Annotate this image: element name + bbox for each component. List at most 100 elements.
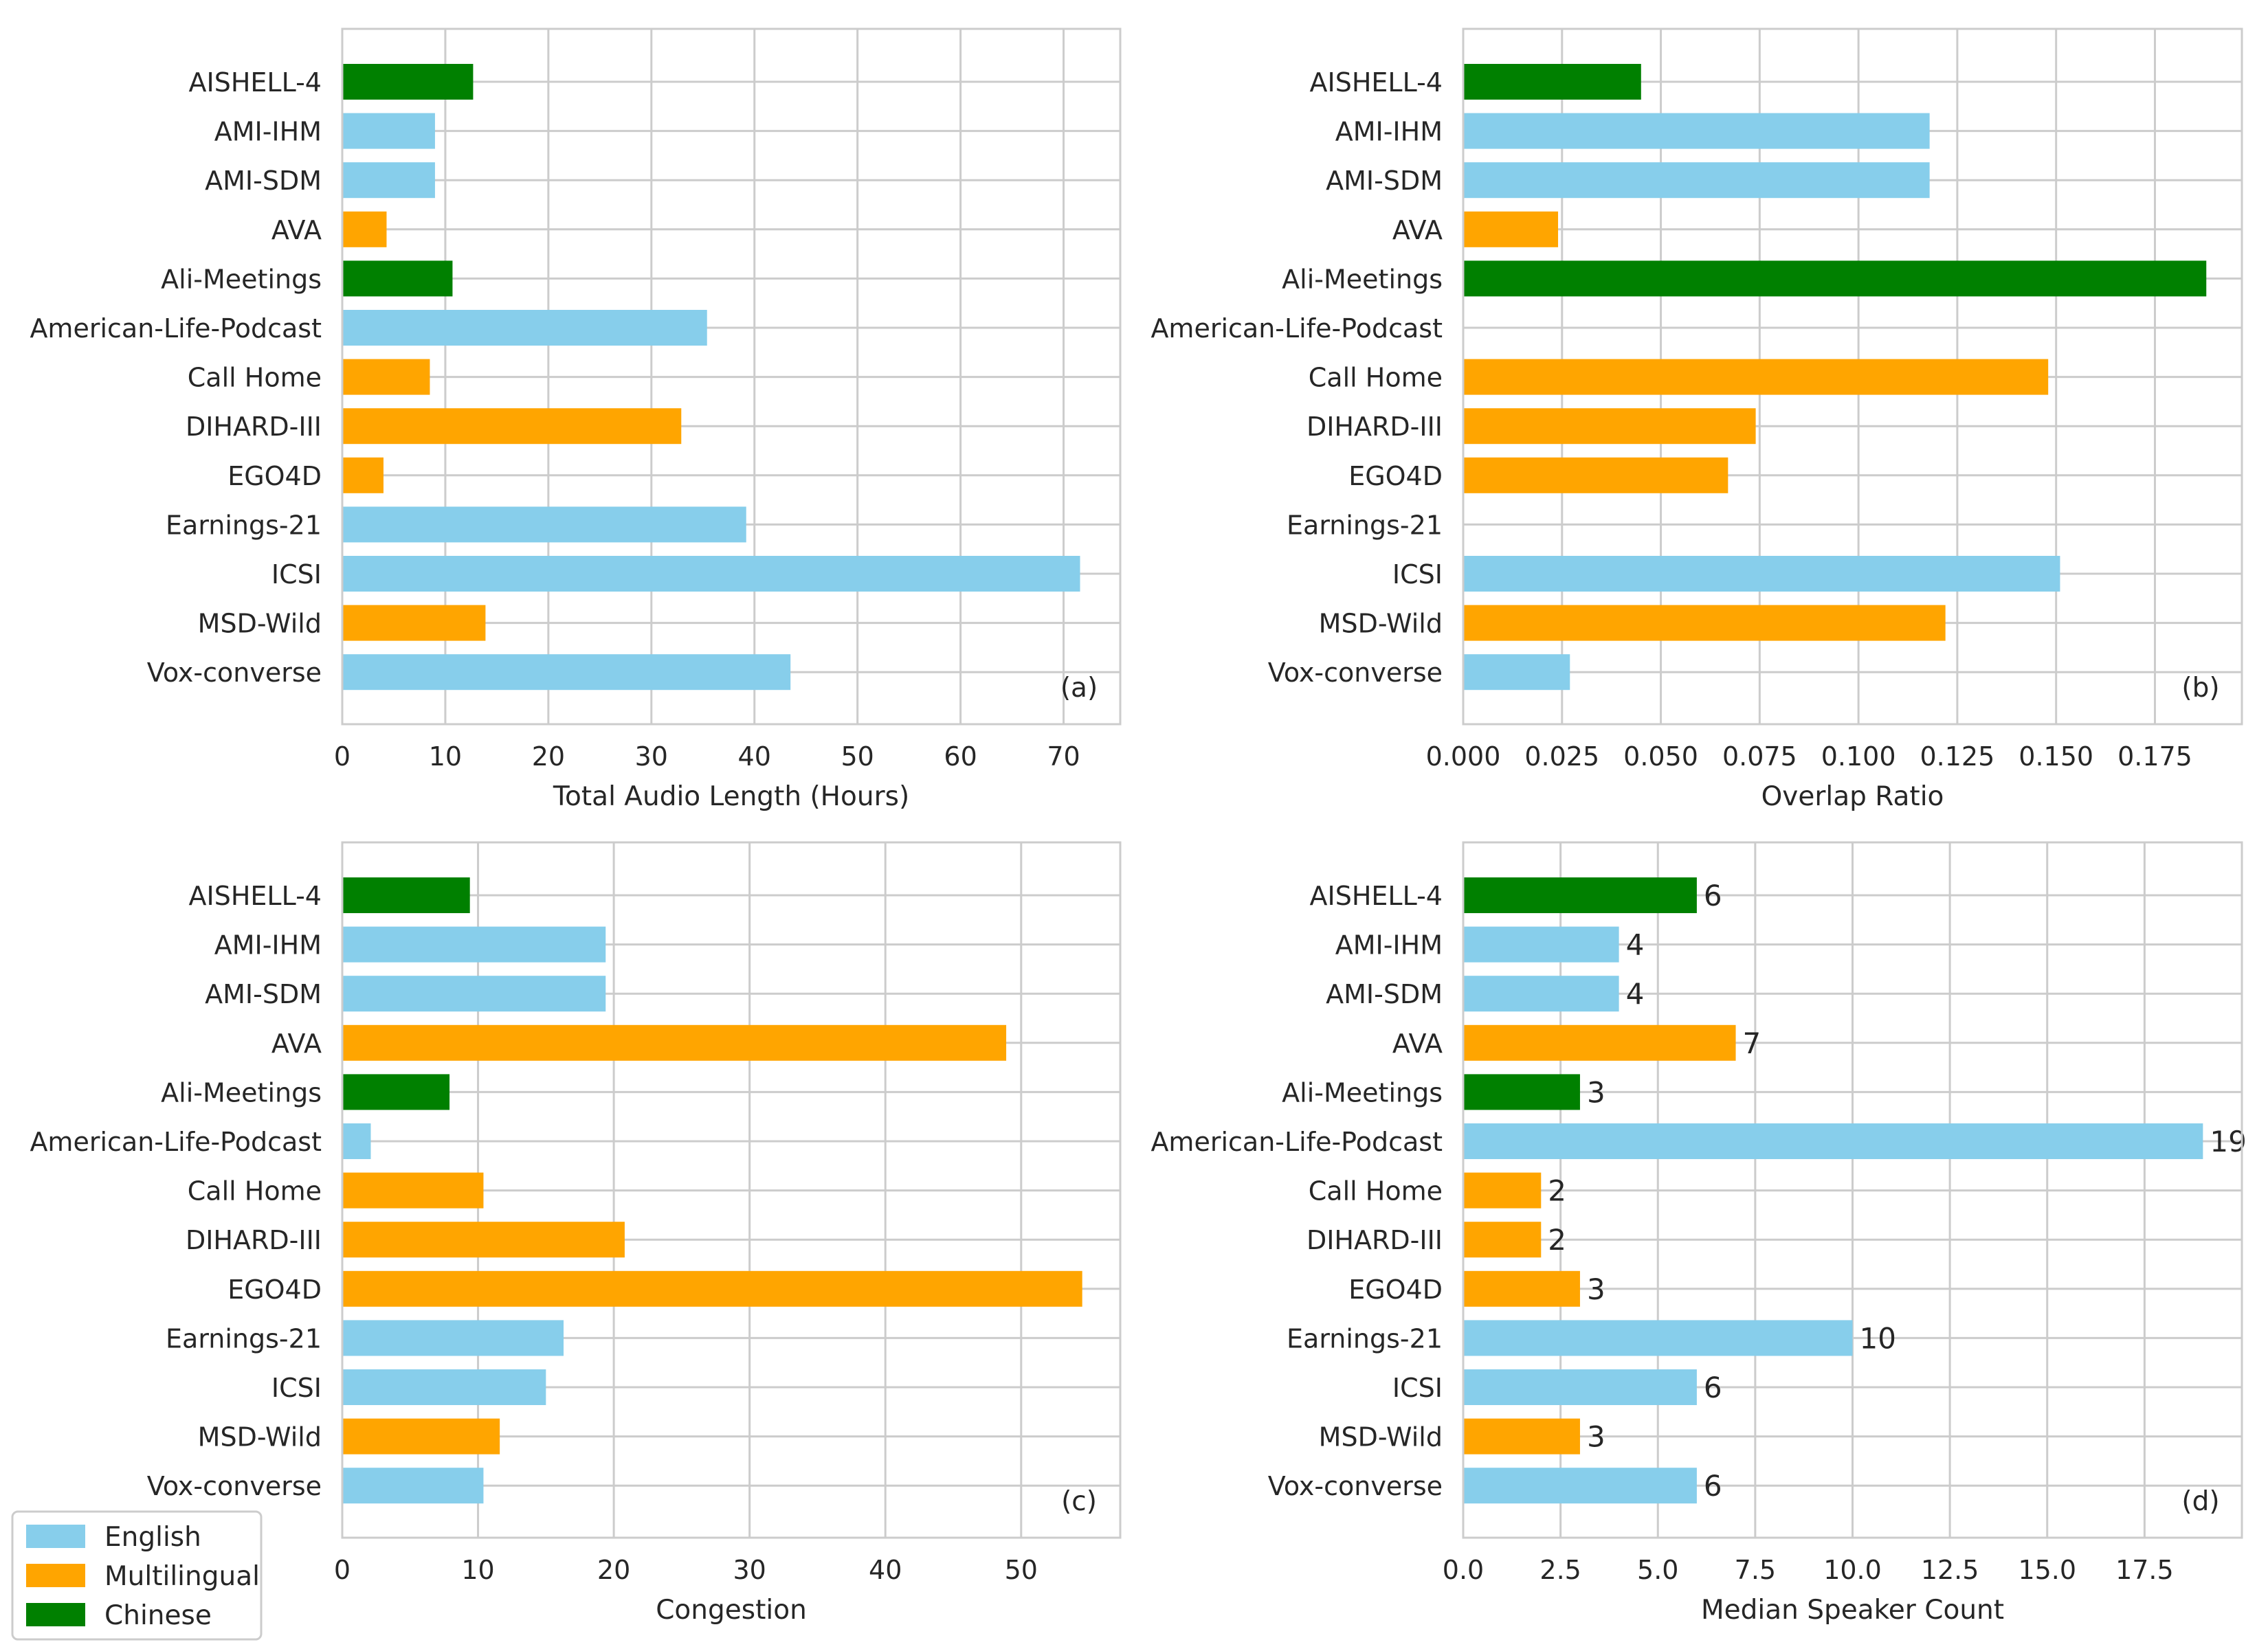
- panel-b: AISHELL-4 AMI-IHM AMI-SDM AVA Ali-Meetings Am…: [1150, 27, 2243, 812]
- value-label: 2: [1548, 1223, 1566, 1257]
- x-tick-label: 0: [334, 741, 351, 772]
- x-tick-label: 50: [1005, 1555, 1038, 1585]
- value-label: 6: [1704, 1469, 1722, 1503]
- x-tick-label: 15.0: [2018, 1555, 2076, 1585]
- y-tick-label: AVA: [271, 1029, 322, 1059]
- bar-dihard-iii: [342, 1222, 625, 1258]
- bar-dihard-iii: [342, 408, 682, 445]
- x-axis-label: Total Audio Length (Hours): [553, 781, 909, 812]
- y-tick-label: Earnings-21: [166, 510, 322, 540]
- y-tick-label: MSD-Wild: [1319, 609, 1443, 639]
- x-tick-label: 40: [869, 1555, 902, 1585]
- bar-earnings-21: [1463, 1320, 1853, 1356]
- bar-ami-ihm: [1463, 113, 1930, 149]
- x-tick-label: 10: [461, 1555, 494, 1585]
- y-tick-label: Vox-converse: [1268, 1471, 1443, 1501]
- legend-label-english: English: [104, 1522, 201, 1553]
- bar-ami-sdm: [1463, 162, 1930, 199]
- bar-ami-sdm: [342, 162, 435, 199]
- bar-msd-wild: [1463, 1418, 1580, 1455]
- y-tick-label: EGO4D: [1348, 461, 1443, 491]
- x-tick-label: 0.050: [1623, 741, 1698, 772]
- x-tick-label: 30: [635, 741, 668, 772]
- legend-swatch-multilingual: [26, 1564, 85, 1587]
- y-tick-label: AVA: [1392, 215, 1443, 245]
- value-label: 3: [1587, 1075, 1605, 1109]
- bar-vox-converse: [1463, 1468, 1697, 1504]
- bar-ava: [1463, 211, 1559, 247]
- bar-american-life-podcast: [1463, 1123, 2203, 1159]
- bar-aishell-4: [342, 877, 470, 913]
- x-tick-label: 0.075: [1722, 741, 1797, 772]
- y-tick-label: Call Home: [1309, 363, 1443, 393]
- y-tick-label: AMI-IHM: [214, 930, 322, 961]
- bar-ami-sdm: [1463, 976, 1619, 1012]
- legend-swatch-chinese: [26, 1603, 85, 1626]
- x-tick-label: 0.025: [1524, 741, 1599, 772]
- x-tick-label: 7.5: [1735, 1555, 1776, 1585]
- bar-ego4d: [342, 1270, 1082, 1307]
- bar-vox-converse: [1463, 654, 1570, 691]
- y-tick-label: ICSI: [1392, 559, 1443, 590]
- y-tick-label: Earnings-21: [166, 1323, 322, 1354]
- bar-vox-converse: [342, 654, 791, 691]
- y-tick-label: Ali-Meetings: [1282, 1077, 1443, 1108]
- value-label: 19: [2210, 1125, 2246, 1158]
- y-tick-label: ICSI: [271, 559, 322, 590]
- bar-icsi: [1463, 556, 2060, 592]
- y-tick-label: AMI-IHM: [1335, 930, 1443, 961]
- plot-frame: [1462, 27, 2243, 726]
- y-tick-label: MSD-Wild: [198, 1422, 322, 1452]
- panel-a: AISHELL-4 AMI-IHM AMI-SDM AVA Ali-Meetings Am…: [30, 27, 1122, 812]
- x-tick-label: 0.000: [1426, 741, 1501, 772]
- bar-call-home: [342, 1172, 484, 1209]
- bar-ava: [342, 211, 387, 247]
- bar-dihard-iii: [1463, 1222, 1542, 1258]
- bar-icsi: [342, 556, 1080, 592]
- y-tick-label: AMI-SDM: [1326, 979, 1443, 1009]
- bar-ali-meetings: [1463, 1074, 1580, 1110]
- y-tick-label: EGO4D: [227, 461, 322, 491]
- bar-aishell-4: [1463, 877, 1697, 913]
- bar-dihard-iii: [1463, 408, 1756, 445]
- x-tick-label: 30: [733, 1555, 766, 1585]
- y-tick-label: AMI-SDM: [205, 979, 322, 1009]
- panel-label: (b): [2181, 673, 2219, 704]
- value-label: 3: [1587, 1420, 1605, 1454]
- y-tick-label: Call Home: [188, 363, 322, 393]
- x-tick-label: 10.0: [1823, 1555, 1882, 1585]
- y-tick-label: EGO4D: [227, 1275, 322, 1305]
- y-tick-label: American-Life-Podcast: [30, 313, 322, 344]
- x-tick-label: 12.5: [1921, 1555, 1979, 1585]
- bar-american-life-podcast: [342, 310, 707, 346]
- y-tick-label: Earnings-21: [1287, 1323, 1443, 1354]
- bar-icsi: [1463, 1369, 1697, 1405]
- panel-c: AISHELL-4 AMI-IHM AMI-SDM AVA Ali-Meetings Am…: [30, 841, 1122, 1626]
- y-tick-label: AVA: [1392, 1029, 1443, 1059]
- y-tick-label: Vox-converse: [1268, 658, 1443, 688]
- bar-ami-ihm: [342, 926, 606, 963]
- bar-msd-wild: [342, 605, 486, 641]
- y-tick-label: AMI-SDM: [205, 166, 322, 196]
- y-tick-label: Vox-converse: [147, 1471, 322, 1501]
- x-tick-label: 60: [944, 741, 977, 772]
- panel-label: (a): [1060, 673, 1098, 704]
- bar-call-home: [1463, 359, 2049, 395]
- x-tick-label: 40: [738, 741, 771, 772]
- bar-american-life-podcast: [342, 1123, 371, 1159]
- y-tick-label: DIHARD-III: [186, 1225, 322, 1255]
- bar-ego4d: [342, 457, 383, 493]
- panel-label: (d): [2181, 1486, 2219, 1517]
- legend-label-chinese: Chinese: [104, 1600, 212, 1631]
- x-tick-label: 10: [429, 741, 462, 772]
- x-tick-label: 5.0: [1637, 1555, 1678, 1585]
- bar-ami-ihm: [1463, 926, 1619, 963]
- x-tick-label: 0.175: [2117, 741, 2192, 772]
- y-tick-label: Ali-Meetings: [161, 1077, 322, 1108]
- bar-aishell-4: [342, 64, 474, 100]
- bar-ali-meetings: [342, 1074, 450, 1110]
- y-tick-label: Ali-Meetings: [1282, 264, 1443, 294]
- bar-ali-meetings: [1463, 260, 2207, 297]
- y-tick-label: Ali-Meetings: [161, 264, 322, 294]
